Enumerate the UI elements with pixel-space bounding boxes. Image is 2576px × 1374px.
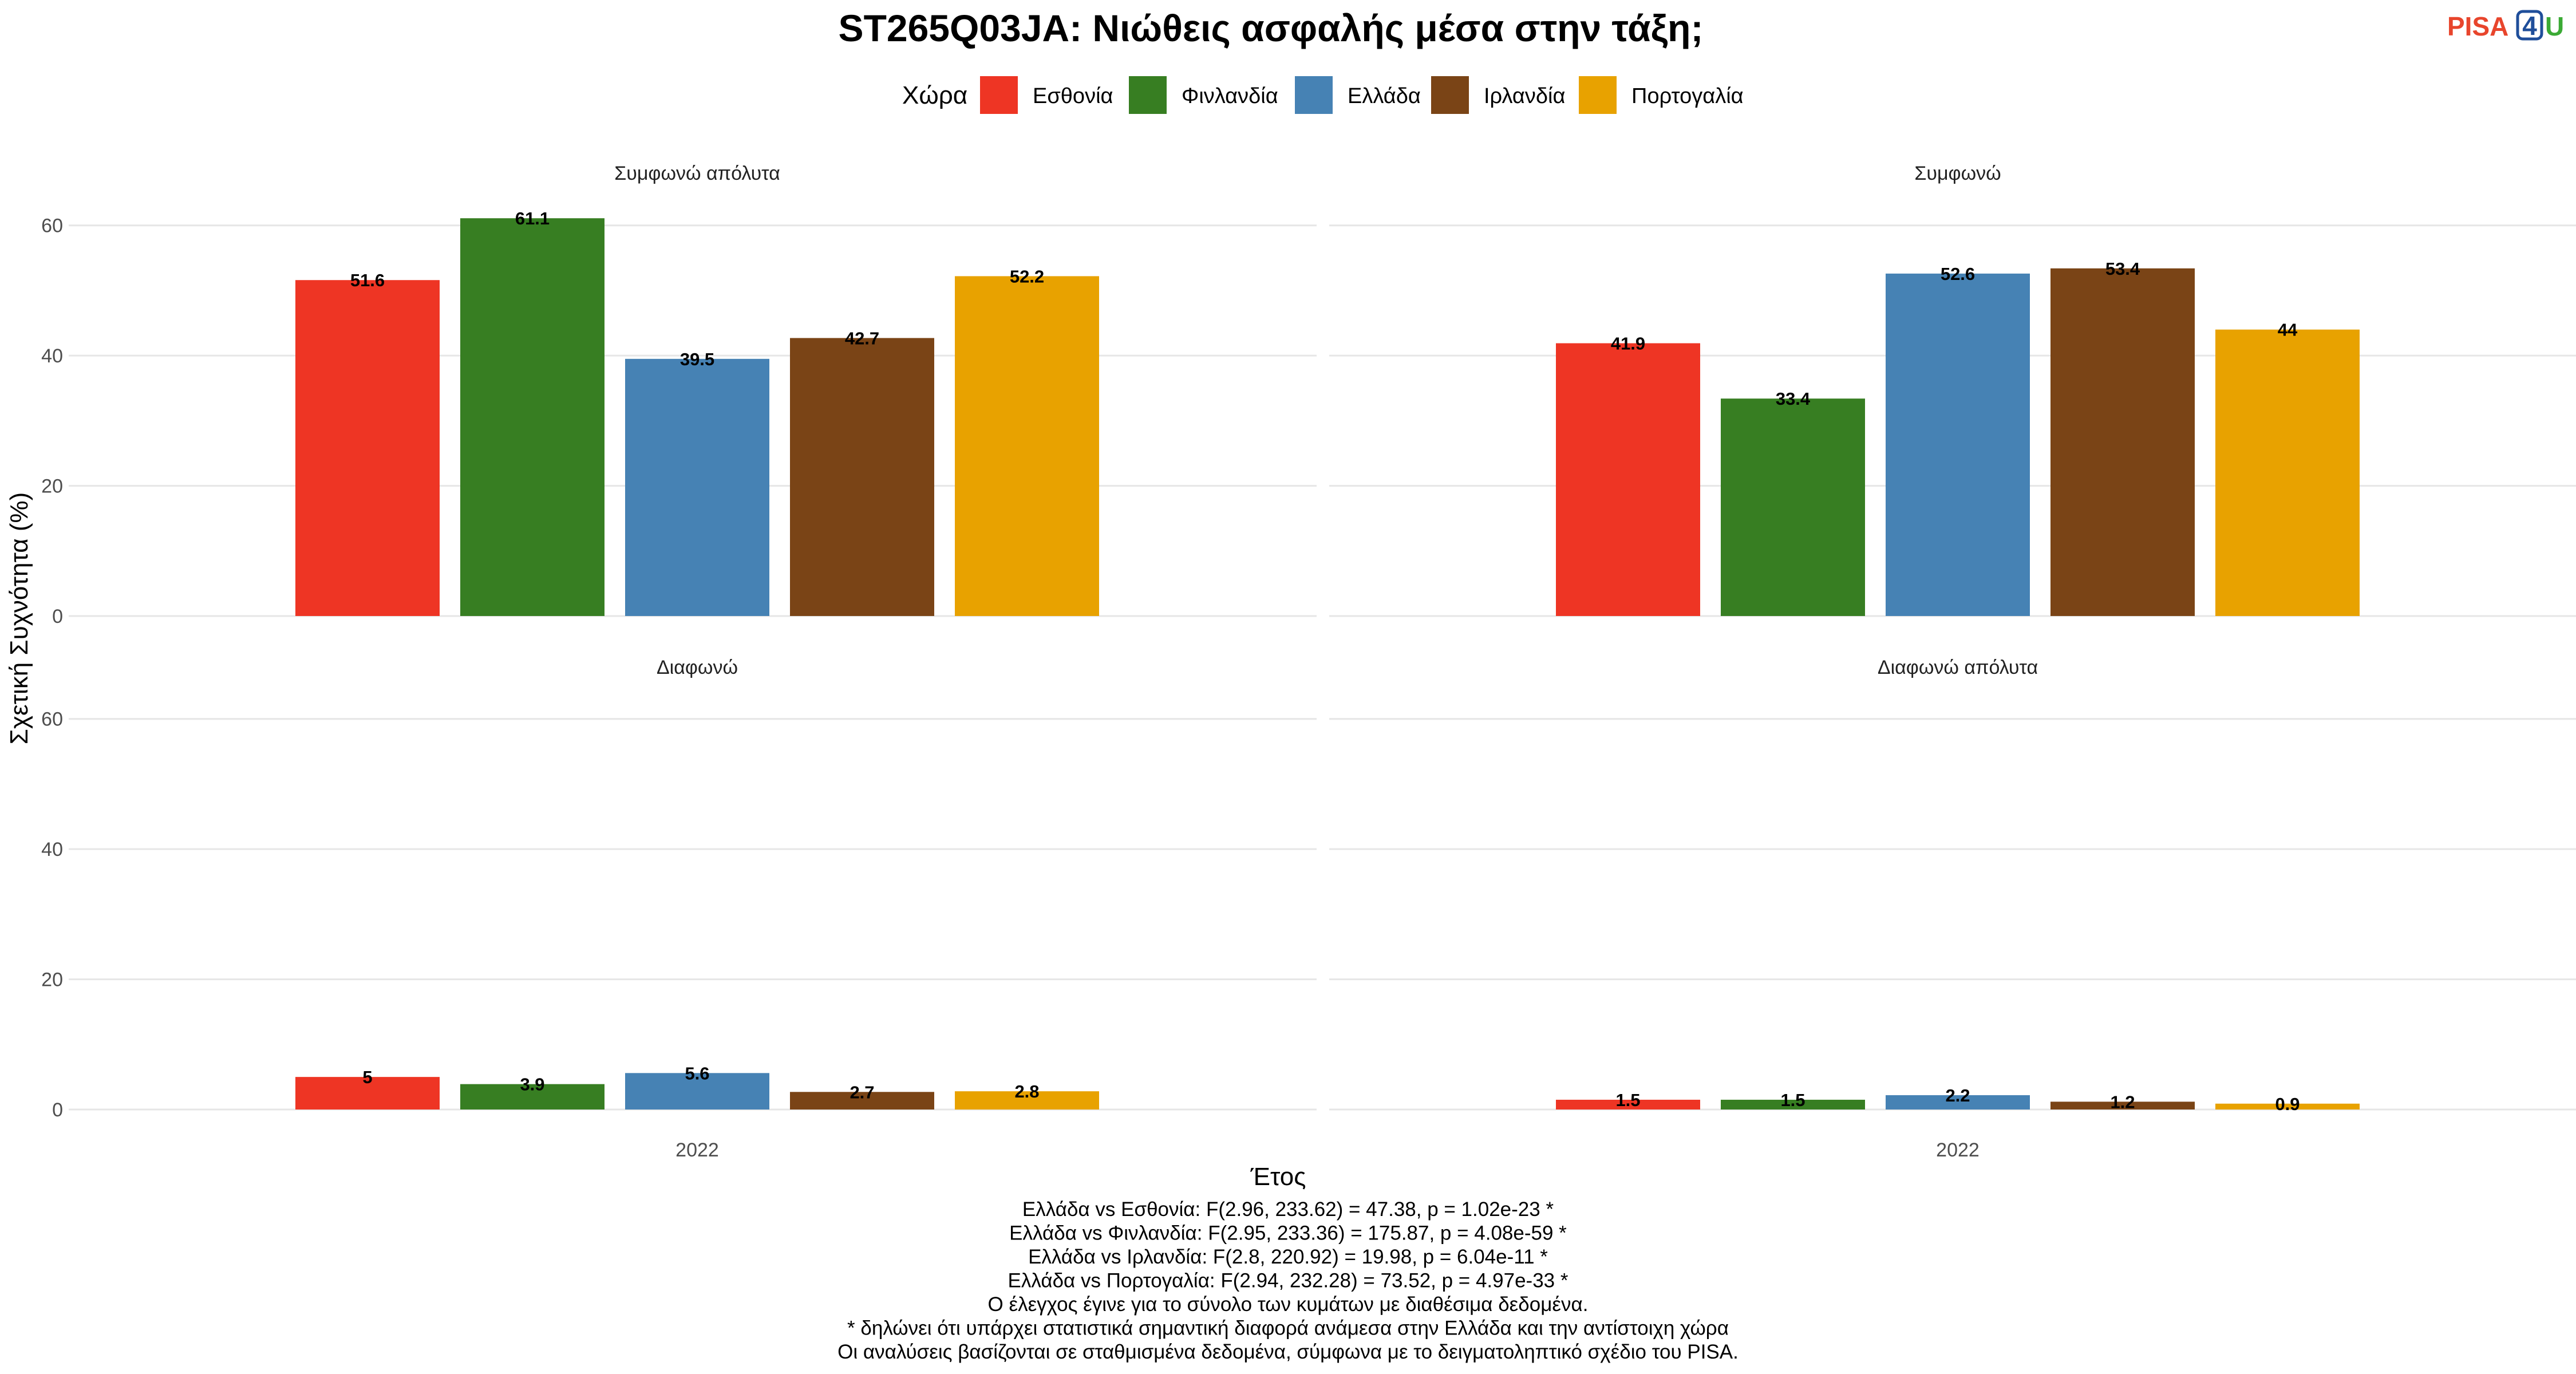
- footnote-line: Ελλάδα vs Πορτογαλία: F(2.94, 232.28) = …: [1008, 1270, 1568, 1292]
- bar-0-3: [790, 338, 934, 616]
- y-tick-label: 20: [41, 969, 63, 991]
- facet-label: Διαφωνώ απόλυτα: [1878, 657, 2038, 678]
- bar-2-2: [625, 1073, 769, 1110]
- legend: Χώρα Εσθονία Φινλανδία Ελλάδα Ιρλανδία Πορτο…: [902, 76, 1744, 114]
- legend-label-2: Ελλάδα: [1348, 84, 1421, 108]
- y-tick-label: 0: [52, 1099, 63, 1121]
- bar-value-label: 52.2: [1010, 266, 1044, 286]
- legend-key-3: [1431, 76, 1469, 114]
- y-tick-label: 40: [41, 345, 63, 367]
- bar-value-label: 0.9: [2275, 1094, 2300, 1114]
- y-tick-label: 60: [41, 709, 63, 731]
- y-tick-label: 0: [52, 606, 63, 627]
- bar-3-3: [2050, 1101, 2195, 1110]
- bar-0-4: [955, 276, 1099, 616]
- y-tick-label: 20: [41, 476, 63, 498]
- footnote-line: Ελλάδα vs Εσθονία: F(2.96, 233.62) = 47.…: [1022, 1198, 1554, 1221]
- bar-1-4: [2215, 329, 2360, 616]
- bar-2-3: [790, 1092, 934, 1110]
- logo-text-u: U: [2545, 11, 2564, 41]
- legend-label-3: Ιρλανδία: [1484, 84, 1565, 108]
- legend-title: Χώρα: [902, 81, 967, 109]
- x-axis-title: Έτος: [1250, 1163, 1306, 1191]
- facet-label: Διαφωνώ: [657, 657, 738, 678]
- bar-1-2: [1886, 273, 2030, 616]
- panel-1: Συμφωνώ 41.9 33.4 52.6 53.4 44: [1329, 163, 2576, 617]
- legend-key-2: [1295, 76, 1333, 114]
- legend-label-1: Φινλανδία: [1182, 84, 1278, 108]
- bar-3-0: [1556, 1099, 1700, 1110]
- footnote-line: Ελλάδα vs Ιρλανδία: F(2.8, 220.92) = 19.…: [1028, 1246, 1548, 1268]
- bar-3-1: [1721, 1099, 1865, 1110]
- legend-key-1: [1129, 76, 1167, 114]
- bar-value-label: 51.6: [350, 270, 385, 290]
- bar-value-label: 44: [2278, 320, 2298, 340]
- footnote-line: Οι αναλύσεις βασίζονται σε σταθμισμένα δ…: [837, 1341, 1739, 1363]
- x-tick-label: 2022: [675, 1139, 719, 1161]
- legend-label-4: Πορτογαλία: [1631, 84, 1744, 108]
- facet-label: Συμφωνώ απόλυτα: [614, 163, 780, 184]
- bar-value-label: 42.7: [845, 328, 879, 348]
- bar-value-label: 41.9: [1611, 334, 1645, 354]
- bar-value-label: 2.8: [1014, 1081, 1039, 1101]
- bar-2-1: [460, 1084, 605, 1110]
- logo-text-4: 4: [2522, 11, 2537, 41]
- legend-key-4: [1579, 76, 1617, 114]
- facet-label: Συμφωνώ: [1914, 163, 2001, 184]
- legend-key-0: [980, 76, 1018, 114]
- panel-0: 0 20 40 60 Συμφωνώ απόλυτα 51.6 61.1 39.5 42.7 52…: [41, 163, 1317, 627]
- bar-value-label: 39.5: [680, 349, 714, 369]
- bar-3-4: [2215, 1103, 2360, 1110]
- pisa4u-logo: PISA 4 U: [2447, 10, 2564, 41]
- bar-value-label: 2.7: [850, 1082, 874, 1102]
- y-tick-label: 40: [41, 839, 63, 860]
- bar-value-label: 52.6: [1941, 264, 1975, 284]
- y-axis-title: Σχετική Συχνότητα (%): [5, 492, 33, 745]
- bar-value-label: 1.5: [1615, 1090, 1640, 1110]
- y-tick-label: 60: [41, 215, 63, 237]
- bar-value-label: 5: [362, 1067, 372, 1087]
- logo-box: [2516, 10, 2543, 41]
- bar-value-label: 33.4: [1776, 389, 1811, 409]
- footnote-line: Ο έλεγχος έγινε για το σύνολο των κυμάτω…: [988, 1293, 1589, 1316]
- bar-1-3: [2050, 268, 2195, 616]
- logo-text-pisa: PISA: [2447, 11, 2508, 41]
- bar-value-label: 3.9: [520, 1075, 544, 1095]
- bar-0-2: [625, 358, 769, 616]
- bar-1-1: [1721, 398, 1865, 616]
- footnote-line: * δηλώνει ότι υπάρχει στατιστικά σημαντι…: [847, 1317, 1729, 1340]
- bar-3-2: [1886, 1095, 2030, 1110]
- bar-value-label: 61.1: [515, 208, 550, 228]
- bar-1-0: [1556, 343, 1700, 616]
- footnote-line: Ελλάδα vs Φινλανδία: F(2.95, 233.36) = 1…: [1009, 1222, 1567, 1245]
- bar-value-label: 1.5: [1780, 1090, 1805, 1110]
- x-tick-label: 2022: [1936, 1139, 1980, 1161]
- bar-0-1: [460, 218, 605, 617]
- chart-title: ST265Q03JA: Νιώθεις ασφαλής μέσα στην τά…: [839, 7, 1704, 49]
- panel-3: Διαφωνώ απόλυτα 1.5 1.5 2.2 1.2 0.9 2022: [1329, 657, 2576, 1161]
- bar-value-label: 2.2: [1945, 1085, 1970, 1105]
- footnotes: Ελλάδα vs Εσθονία: F(2.96, 233.62) = 47.…: [837, 1198, 1739, 1363]
- legend-label-0: Εσθονία: [1033, 84, 1113, 108]
- bar-value-label: 1.2: [2110, 1092, 2135, 1112]
- bar-2-0: [295, 1077, 440, 1110]
- panel-2: 0 20 40 60 Διαφωνώ 5 3.9 5.6 2.7 2.8 2022: [41, 657, 1317, 1161]
- bar-value-label: 53.4: [2105, 259, 2140, 279]
- bar-0-0: [295, 280, 440, 617]
- bar-value-label: 5.6: [685, 1063, 709, 1083]
- bar-2-4: [955, 1091, 1099, 1110]
